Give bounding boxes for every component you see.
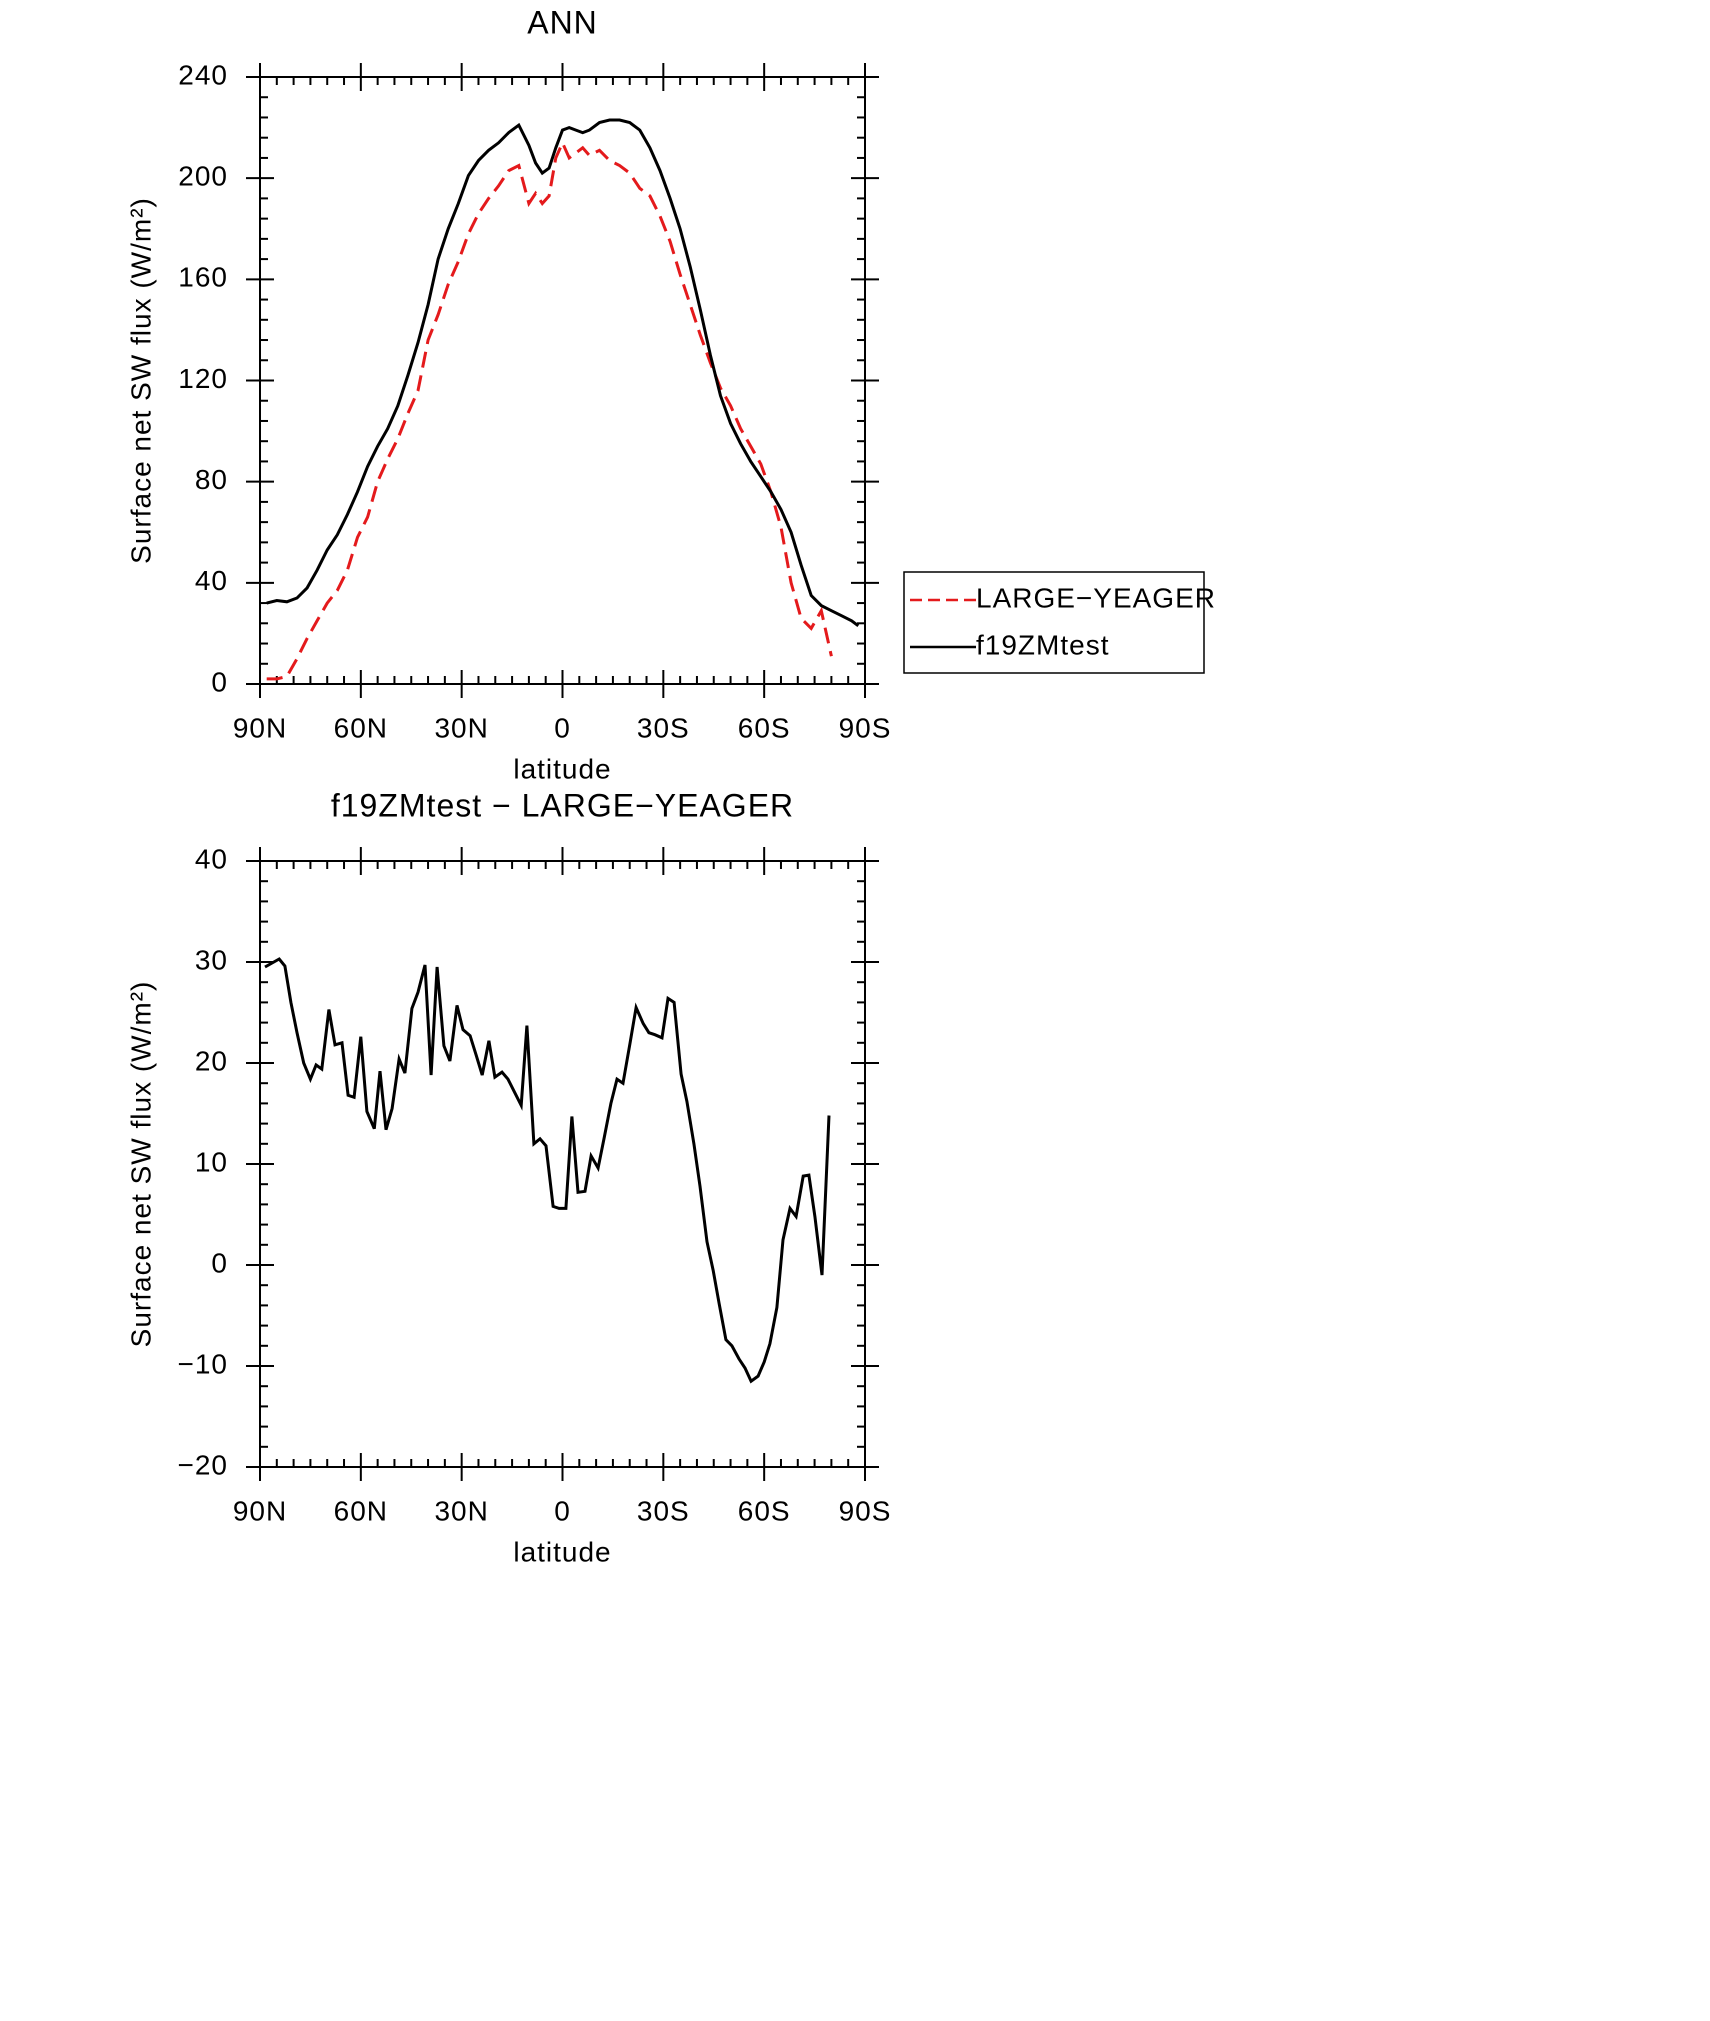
y-tick-label: 20 xyxy=(195,1045,228,1076)
x-tick-label: 90N xyxy=(233,712,287,743)
y-tick-label: −20 xyxy=(178,1449,229,1480)
x-axis-label: latitude xyxy=(513,1536,611,1567)
legend-label: LARGE−YEAGER xyxy=(976,582,1216,613)
y-tick-label: 80 xyxy=(195,464,228,495)
x-tick-label: 60N xyxy=(334,1495,388,1526)
x-tick-label: 90N xyxy=(233,1495,287,1526)
x-tick-label: 30S xyxy=(637,1495,690,1526)
y-tick-label: 30 xyxy=(195,944,228,975)
chart-title: f19ZMtest − LARGE−YEAGER xyxy=(331,787,794,823)
y-tick-label: 40 xyxy=(195,843,228,874)
x-tick-label: 90S xyxy=(839,712,892,743)
y-axis-label: Surface net SW flux (W/m²) xyxy=(125,981,156,1348)
series-line xyxy=(266,118,860,628)
x-tick-label: 30S xyxy=(637,712,690,743)
y-tick-label: 10 xyxy=(195,1146,228,1177)
x-tick-label: 60N xyxy=(334,712,388,743)
y-tick-label: 0 xyxy=(211,666,228,697)
x-tick-label: 60S xyxy=(738,1495,791,1526)
y-tick-label: −10 xyxy=(178,1348,229,1379)
x-tick-label: 30N xyxy=(434,712,488,743)
chart-title: ANN xyxy=(527,4,598,40)
series-line xyxy=(264,957,831,1384)
y-tick-label: 200 xyxy=(178,161,228,192)
x-tick-label: 60S xyxy=(738,712,791,743)
plot-frame xyxy=(259,76,866,685)
y-tick-label: 240 xyxy=(178,59,228,90)
legend-label: f19ZMtest xyxy=(976,629,1109,660)
series-line xyxy=(266,139,833,681)
x-tick-label: 0 xyxy=(554,712,571,743)
y-axis-label: Surface net SW flux (W/m²) xyxy=(125,197,156,564)
y-tick-label: 160 xyxy=(178,262,228,293)
y-tick-label: 0 xyxy=(211,1247,228,1278)
legend-box xyxy=(903,571,1205,674)
y-tick-label: 40 xyxy=(195,565,228,596)
x-tick-label: 90S xyxy=(839,1495,892,1526)
plot-frame xyxy=(259,860,866,1468)
x-tick-label: 30N xyxy=(434,1495,488,1526)
y-tick-label: 120 xyxy=(178,363,228,394)
x-tick-label: 0 xyxy=(554,1495,571,1526)
x-axis-label: latitude xyxy=(513,753,611,784)
